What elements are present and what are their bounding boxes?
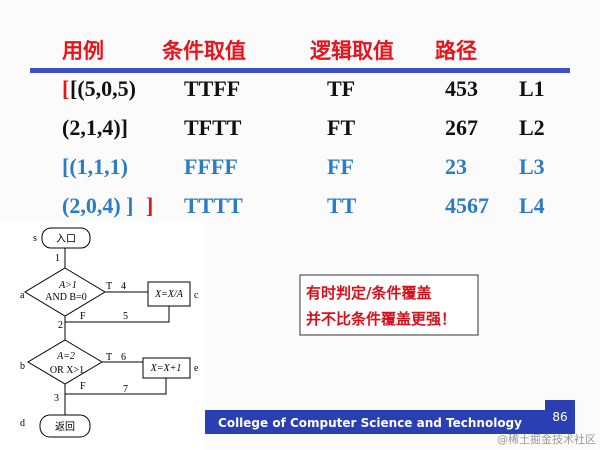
flowchart: 入口 A>1 AND B=0 X=X/A A=2 OR X>1 X=X+1 返回… — [0, 222, 205, 450]
logic: TF — [327, 76, 355, 101]
column-header: 路径 — [435, 39, 477, 63]
flow-label: 4 — [121, 281, 126, 292]
path-label: L3 — [519, 154, 545, 179]
exit: 返回 — [55, 421, 75, 433]
logic: TT — [327, 193, 357, 218]
note-line: 有时判定/条件覆盖 — [306, 284, 431, 302]
page-number: 86 — [552, 410, 567, 424]
test-case: [(1,1,1) — [62, 154, 128, 179]
test-case: [(5,0,5) — [70, 76, 136, 101]
flow-label: s — [33, 233, 37, 244]
logic: FT — [327, 115, 355, 140]
conditions: FFFF — [184, 154, 238, 179]
bracket: [ — [62, 76, 69, 101]
flow-label: 3 — [54, 393, 59, 404]
watermark: @稀土掘金技术社区 — [497, 432, 596, 446]
condition: A>1 — [58, 280, 77, 291]
condition: OR X>1 — [50, 365, 84, 376]
flow-label: 1 — [55, 253, 60, 264]
flow-label: b — [20, 361, 25, 372]
condition: AND B=0 — [45, 292, 86, 303]
exit-shape — [39, 414, 91, 438]
flow-label: F — [80, 381, 86, 392]
header-rule — [30, 68, 570, 73]
flowchart-shapes — [24, 227, 191, 438]
path: 453 — [445, 76, 478, 101]
college: College of Computer Science and Technolo… — [218, 416, 522, 430]
note-line: 并不比条件覆盖更强！ — [306, 310, 456, 328]
path-label: L4 — [519, 193, 545, 218]
page-box — [545, 400, 575, 434]
conditions: TTTT — [184, 193, 243, 218]
test-case: (2,0,4) ] — [62, 193, 133, 218]
connector — [65, 306, 170, 323]
process: X=X+1 — [150, 363, 182, 374]
logic: FF — [327, 154, 354, 179]
test-case: (2,1,4)] — [62, 115, 128, 140]
process: X=X/A — [154, 289, 184, 300]
flow-label: T — [106, 352, 112, 363]
flow-label: c — [194, 290, 199, 301]
note-box — [299, 274, 479, 336]
entry: 入口 — [56, 234, 76, 245]
flow-label: 2 — [58, 320, 63, 331]
path: 267 — [445, 115, 478, 140]
column-header: 条件取值 — [162, 39, 246, 63]
column-header: 逻辑取值 — [310, 39, 394, 63]
flow-label: d — [20, 418, 25, 429]
path: 23 — [445, 154, 467, 179]
column-header: 用例 — [62, 39, 104, 63]
flow-label: e — [194, 363, 199, 374]
flowchart-bg — [0, 222, 205, 450]
flow-label: 5 — [123, 311, 128, 322]
flow-label: T — [106, 281, 112, 292]
flow-label: a — [20, 290, 25, 301]
connector — [65, 378, 167, 395]
entry-shape — [41, 227, 91, 249]
flow-label: F — [80, 311, 86, 322]
path-label: L1 — [519, 76, 545, 101]
bracket: ] — [146, 193, 153, 218]
flow-label: 7 — [123, 384, 128, 395]
condition: A=2 — [56, 351, 75, 362]
conditions: TFTT — [184, 115, 242, 140]
path-label: L2 — [519, 115, 545, 140]
conditions: TTFF — [184, 76, 240, 101]
footer-bar — [205, 410, 545, 434]
flow-label: 6 — [121, 352, 126, 363]
path: 4567 — [445, 193, 489, 218]
